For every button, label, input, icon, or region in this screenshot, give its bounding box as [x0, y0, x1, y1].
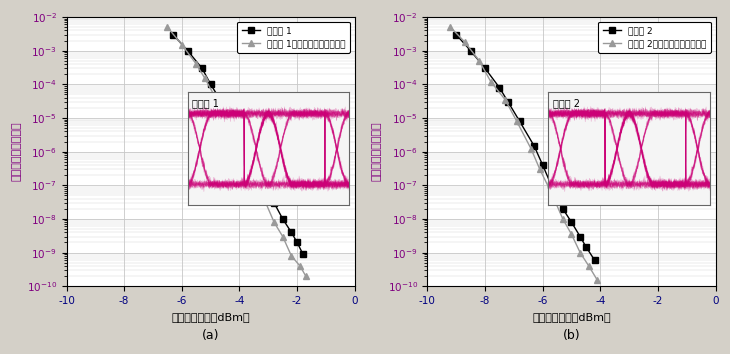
- ルート 1（スイッチングなし）: [192, 62, 201, 66]
- ルート 1: [278, 217, 287, 221]
- X-axis label: 受信光パワー［dBm］: 受信光パワー［dBm］: [172, 312, 250, 321]
- ルート 1（スイッチングなし）: [244, 167, 253, 171]
- ルート 2: [515, 119, 524, 124]
- X-axis label: 受信光パワー［dBm］: 受信光パワー［dBm］: [532, 312, 611, 321]
- ルート 2（スイッチングなし）: [558, 217, 567, 221]
- ルート 2: [480, 66, 489, 70]
- Y-axis label: ビットエラーレート: ビットエラーレート: [11, 122, 21, 182]
- ルート 2: [495, 85, 504, 90]
- ルート 1（スイッチングなし）: [301, 274, 310, 278]
- Line: ルート 1（スイッチングなし）: ルート 1（スイッチングなし）: [165, 24, 309, 279]
- ルート 1: [183, 48, 192, 53]
- ルート 1（スイッチングなし）: [229, 126, 238, 130]
- ルート 1（スイッチングなし）: [163, 25, 172, 29]
- ルート 2: [590, 258, 599, 262]
- ルート 1: [250, 160, 258, 164]
- ルート 1: [198, 66, 207, 70]
- ルート 2: [530, 144, 539, 148]
- Line: ルート 1: ルート 1: [170, 32, 306, 257]
- ルート 1: [269, 201, 278, 205]
- ルート 1（スイッチングなし）: [296, 264, 304, 268]
- Line: ルート 2: ルート 2: [453, 32, 597, 263]
- ルート 2（スイッチングなし）: [567, 232, 576, 236]
- ルート 1: [207, 82, 215, 86]
- ルート 2: [452, 33, 461, 37]
- ルート 2: [558, 207, 567, 211]
- ルート 1: [235, 126, 244, 130]
- ルート 1: [169, 33, 177, 37]
- Line: ルート 2（スイッチングなし）: ルート 2（スイッチングなし）: [447, 24, 600, 283]
- ルート 2（スイッチングなし）: [547, 191, 556, 195]
- ルート 1（スイッチングなし）: [177, 42, 186, 47]
- ルート 2（スイッチングなし）: [593, 278, 602, 282]
- Text: (b): (b): [563, 329, 580, 342]
- ルート 2: [538, 163, 547, 167]
- ルート 2: [582, 245, 591, 249]
- ルート 1: [299, 252, 307, 256]
- ルート 1（スイッチングなし）: [287, 254, 296, 258]
- ルート 1（スイッチングなし）: [215, 102, 223, 107]
- ルート 2（スイッチングなし）: [535, 167, 544, 171]
- ルート 2: [547, 183, 556, 187]
- ルート 2（スイッチングなし）: [501, 98, 510, 102]
- ルート 2: [466, 48, 475, 53]
- ルート 2（スイッチングなし）: [585, 264, 593, 268]
- ルート 2（スイッチングなし）: [512, 119, 521, 124]
- ルート 1: [220, 106, 229, 110]
- ルート 2（スイッチングなし）: [461, 40, 469, 44]
- ルート 2: [576, 234, 585, 239]
- ルート 1（スイッチングなし）: [278, 234, 287, 239]
- ルート 2: [567, 220, 576, 224]
- ルート 2（スイッチングなし）: [527, 147, 536, 151]
- ルート 1: [293, 240, 301, 245]
- ルート 2（スイッチングなし）: [446, 25, 455, 29]
- ルート 1: [287, 230, 296, 234]
- ルート 1（スイッチングなし）: [201, 76, 210, 80]
- ルート 2（スイッチングなし）: [486, 80, 495, 84]
- ルート 2（スイッチングなし）: [475, 59, 484, 63]
- Text: (a): (a): [202, 329, 220, 342]
- Y-axis label: ビットエラーレート: ビットエラーレート: [372, 122, 382, 182]
- ルート 1: [258, 177, 267, 182]
- Legend: ルート 2, ルート 2（スイッチングなし）: ルート 2, ルート 2（スイッチングなし）: [599, 22, 711, 53]
- ルート 2（スイッチングなし）: [576, 251, 585, 255]
- ルート 2: [504, 100, 512, 104]
- ルート 1（スイッチングなし）: [258, 193, 267, 198]
- ルート 1（スイッチングなし）: [269, 220, 278, 224]
- Legend: ルート 1, ルート 1（スイッチングなし）: ルート 1, ルート 1（スイッチングなし）: [237, 22, 350, 53]
